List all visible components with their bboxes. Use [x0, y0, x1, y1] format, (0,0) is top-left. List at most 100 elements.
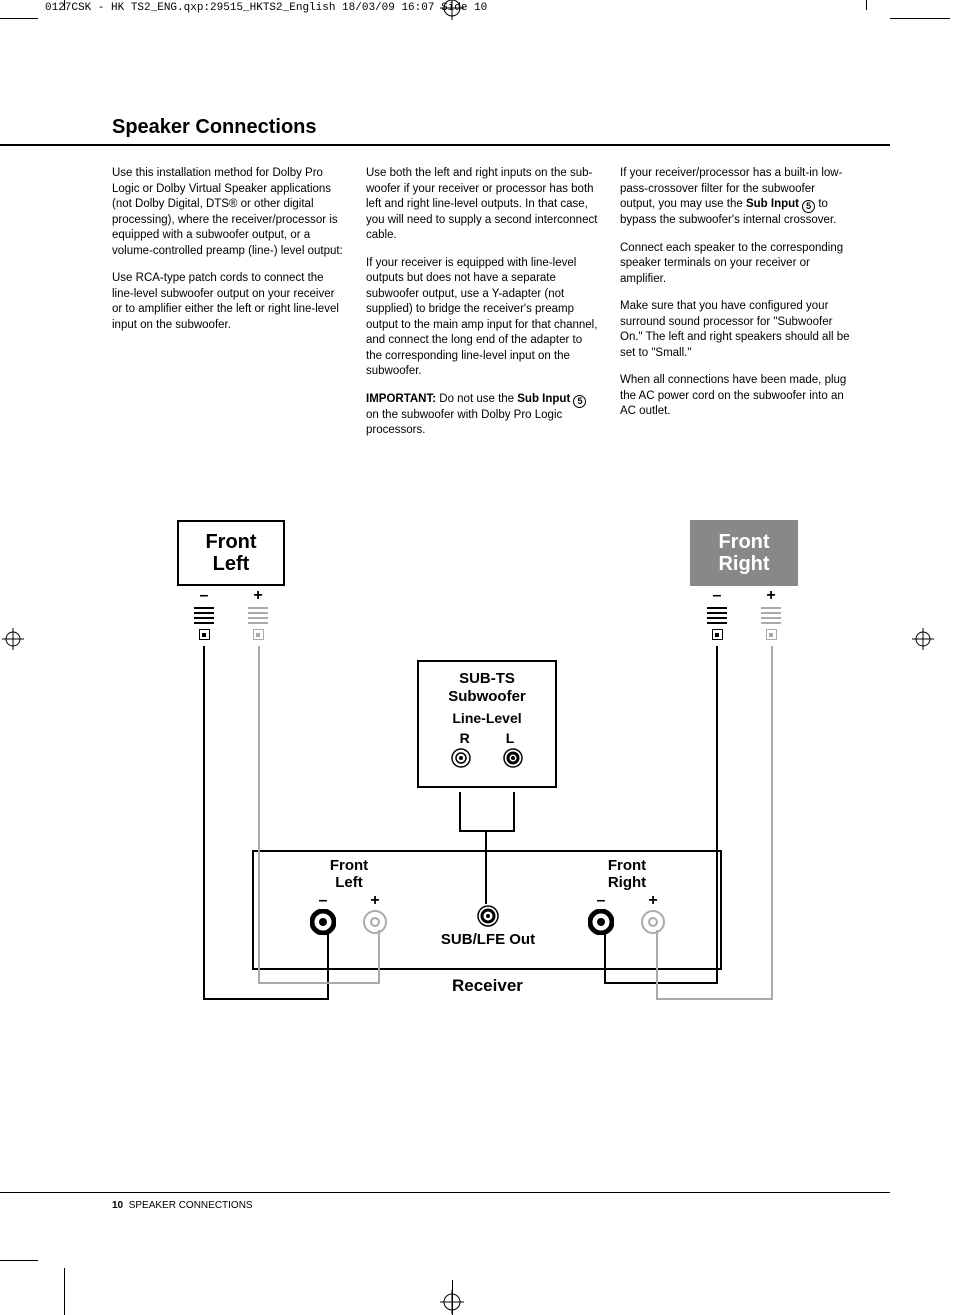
subwoofer-box: SUB-TS Subwoofer Line-Level R L	[417, 660, 557, 788]
wire	[459, 830, 487, 832]
page-number: 10	[112, 1200, 123, 1211]
rca-jack-icon	[451, 748, 471, 768]
paragraph: Make sure that you have configured your …	[620, 299, 852, 361]
front-right-terminals: – +	[690, 588, 798, 640]
wire	[485, 830, 487, 904]
minus-icon: –	[200, 588, 209, 604]
wire	[327, 930, 329, 1000]
plus-icon: +	[370, 893, 379, 909]
wire	[604, 930, 606, 984]
wire	[378, 930, 380, 984]
sub-input-label: Sub Input	[517, 393, 570, 405]
wire	[203, 646, 205, 1000]
sub-lfe-label: SUB/LFE Out	[438, 932, 538, 949]
crop-mark	[64, 0, 65, 10]
text: on the subwoofer with Dolby Pro Logic pr…	[366, 409, 562, 437]
front-left-terminals: – +	[177, 588, 285, 640]
label: Front Left	[205, 531, 256, 575]
receiver-front-right: Front Right – +	[572, 858, 682, 935]
terminal-pos: +	[362, 893, 388, 935]
binding-post-icon	[712, 629, 723, 640]
footer-rule	[0, 1192, 890, 1193]
paragraph: Use both the left and right inputs on th…	[366, 166, 598, 244]
paragraph: Use this installation method for Dolby P…	[112, 166, 344, 259]
terminal-neg: –	[588, 893, 614, 935]
label: Front Right	[572, 858, 682, 891]
footer-label: SPEAKER CONNECTIONS	[129, 1200, 253, 1211]
important-label: IMPORTANT:	[366, 393, 436, 405]
paragraph: If your receiver is equipped with line-l…	[366, 256, 598, 380]
terminal-pos: +	[761, 588, 781, 640]
label: Front Left	[294, 858, 404, 891]
terminal-pos: +	[248, 588, 268, 640]
front-left-speaker-box: Front Left	[177, 520, 285, 586]
line-level-label: Line-Level	[419, 710, 555, 726]
crop-mark	[0, 18, 38, 19]
wire	[656, 998, 773, 1000]
column-2: Use both the left and right inputs on th…	[366, 166, 598, 451]
paragraph-important: IMPORTANT: Do not use the Sub Input 5 on…	[366, 392, 598, 439]
sub-title: SUB-TS Subwoofer	[419, 670, 555, 706]
wire	[203, 998, 329, 1000]
terminal-neg: –	[310, 893, 336, 935]
wiring-diagram: Front Left – + Front Right – + SUB-TS Su	[112, 520, 852, 1040]
registration-mark	[2, 628, 24, 650]
binding-post-icon	[199, 629, 210, 640]
paragraph: Connect each speaker to the correspondin…	[620, 241, 852, 288]
wire	[771, 646, 773, 1000]
wire	[459, 792, 461, 832]
wire	[487, 830, 515, 832]
plus-icon: +	[253, 588, 262, 604]
wire	[656, 930, 658, 1000]
binding-post-icon	[310, 909, 336, 935]
front-right-speaker-box: Front Right	[690, 520, 798, 586]
paragraph: When all connections have been made, plu…	[620, 373, 852, 420]
callout-number-icon: 5	[573, 395, 586, 408]
minus-icon: –	[319, 893, 328, 909]
minus-icon: –	[597, 893, 606, 909]
receiver-box: Front Left – + SUB/LFE Out Front Right –	[252, 850, 722, 970]
receiver-label: Receiver	[452, 976, 523, 996]
l-label: L	[506, 730, 515, 746]
registration-mark	[912, 628, 934, 650]
body-columns: Use this installation method for Dolby P…	[112, 166, 852, 451]
footer-text: 10 SPEAKER CONNECTIONS	[112, 1200, 253, 1211]
text: Do not use the	[436, 393, 517, 405]
crop-mark	[890, 18, 950, 19]
binding-post-icon	[253, 629, 264, 640]
binding-post-icon	[362, 909, 388, 935]
crop-mark	[866, 0, 867, 10]
title-rule	[0, 144, 890, 146]
terminal-neg: –	[707, 588, 727, 640]
wire	[513, 792, 515, 832]
wire	[604, 982, 718, 984]
terminal-pos: +	[640, 893, 666, 935]
registration-mark	[440, 0, 464, 20]
terminal-neg: –	[194, 588, 214, 640]
label: Front Right	[718, 531, 769, 575]
paragraph: Use RCA-type patch cords to connect the …	[112, 271, 344, 333]
column-1: Use this installation method for Dolby P…	[112, 166, 344, 451]
registration-mark	[440, 1290, 464, 1314]
plus-icon: +	[766, 588, 775, 604]
rca-jack-icon	[476, 904, 500, 928]
wire	[258, 646, 260, 984]
paragraph: If your receiver/processor has a built-i…	[620, 166, 852, 229]
column-3: If your receiver/processor has a built-i…	[620, 166, 852, 451]
minus-icon: –	[713, 588, 722, 604]
binding-post-icon	[588, 909, 614, 935]
r-label: R	[460, 730, 470, 746]
crop-mark	[64, 1268, 65, 1315]
rca-jack-icon	[503, 748, 523, 768]
callout-number-icon: 5	[802, 200, 815, 213]
binding-post-icon	[766, 629, 777, 640]
section-title: Speaker Connections	[112, 116, 317, 139]
crop-mark	[0, 1260, 38, 1261]
binding-post-icon	[640, 909, 666, 935]
receiver-front-left: Front Left – +	[294, 858, 404, 935]
sub-input-label: Sub Input	[746, 198, 799, 210]
prepress-slug: 0127CSK - HK TS2_ENG.qxp:29515_HKTS2_Eng…	[45, 2, 487, 14]
wire	[258, 982, 380, 984]
wire	[716, 646, 718, 984]
plus-icon: +	[648, 893, 657, 909]
